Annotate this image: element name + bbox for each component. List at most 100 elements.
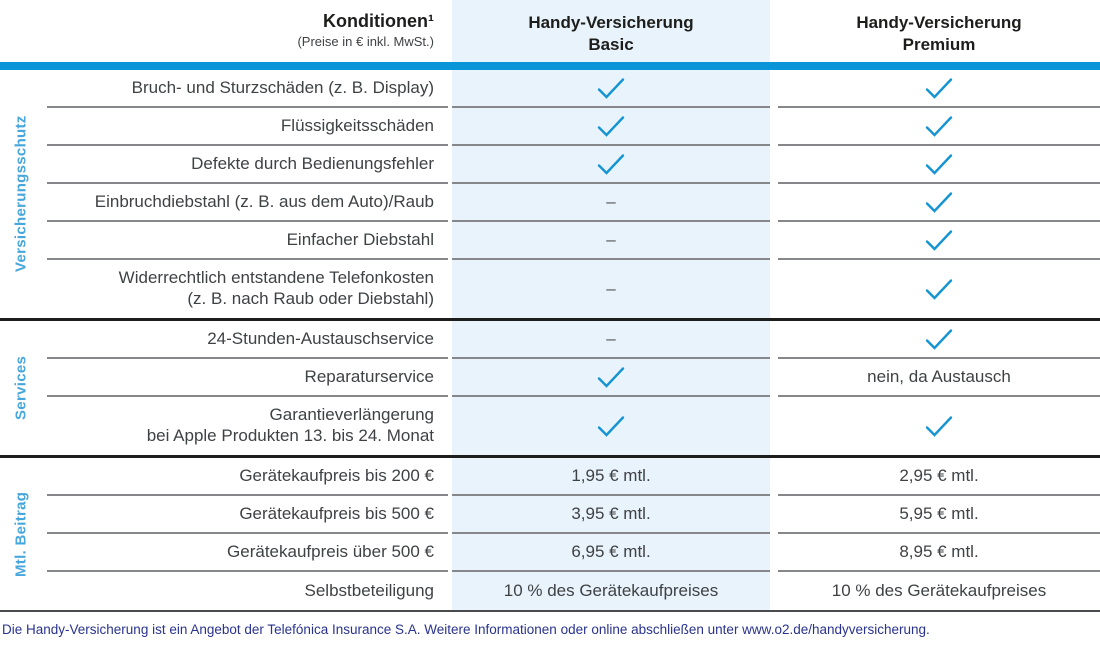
premium-cell: 5,95 € mtl.: [778, 496, 1100, 534]
table-row: Flüssigkeitsschäden: [0, 108, 1100, 146]
row-label: 24-Stunden-Austauschservice: [47, 321, 448, 359]
column-gap: [770, 184, 778, 222]
section-mtl-beitrag: Mtl. Beitrag Gerätekaufpreis bis 200 € 1,9…: [0, 458, 1100, 610]
row-label-line1: Bruch- und Sturzschäden (z. B. Display): [131, 77, 434, 97]
section-services: Services 24-Stunden-Austauschservice – Repa…: [0, 321, 1100, 455]
basic-cell: –: [452, 260, 770, 318]
not-included-dash: –: [606, 192, 616, 211]
row-label: Bruch- und Sturzschäden (z. B. Display): [47, 70, 448, 108]
basic-cell: [452, 108, 770, 146]
row-label: Flüssigkeitsschäden: [47, 108, 448, 146]
not-included-dash: –: [606, 329, 616, 348]
section-versicherungsschutz: Versicherungsschutz Bruch- und Sturzschäd…: [0, 70, 1100, 318]
section-label: Versicherungsschutz: [12, 115, 30, 273]
row-label: Defekte durch Bedienungsfehler: [47, 146, 448, 184]
column-gap: [770, 397, 778, 455]
table-bottom-line: [0, 610, 1100, 612]
section-label: Services: [12, 355, 30, 421]
cell-value: nein, da Austausch: [867, 367, 1011, 386]
column-gap: [770, 70, 778, 108]
premium-header-line1: Handy-Versicherung: [856, 13, 1022, 32]
row-label: Reparaturservice: [47, 359, 448, 397]
not-included-dash: –: [606, 230, 616, 249]
row-label: Gerätekaufpreis bis 500 €: [47, 496, 448, 534]
footer-note: Die Handy-Versicherung ist ein Angebot d…: [2, 622, 930, 637]
basic-column-header: Handy-Versicherung Basic: [452, 0, 770, 56]
basic-cell: 6,95 € mtl.: [452, 534, 770, 572]
table-row: Gerätekaufpreis über 500 € 6,95 € mtl. 8,9…: [0, 534, 1100, 572]
premium-cell: [778, 184, 1100, 222]
table-row: 24-Stunden-Austauschservice –: [0, 321, 1100, 359]
row-label-line1: 24-Stunden-Austauschservice: [207, 328, 434, 348]
section-divider: [0, 455, 1100, 458]
premium-cell: [778, 397, 1100, 455]
cell-value: 2,95 € mtl.: [899, 466, 979, 485]
table-row: Bruch- und Sturzschäden (z. B. Display): [0, 70, 1100, 108]
cell-value: 1,95 € mtl.: [571, 466, 651, 485]
table-row: Widerrechtlich entstandene Telefonkosten…: [0, 260, 1100, 318]
cell-value: 6,95 € mtl.: [571, 542, 651, 561]
check-icon: [596, 77, 626, 100]
row-label-line2: bei Apple Produkten 13. bis 24. Monat: [146, 426, 434, 445]
premium-cell: 8,95 € mtl.: [778, 534, 1100, 572]
basic-header-line2: Basic: [588, 35, 634, 55]
conditions-subtitle: (Preise in € inkl. MwSt.): [297, 33, 434, 49]
header-accent-bar: [0, 62, 1100, 70]
column-gap: [770, 496, 778, 534]
not-included-dash: –: [606, 279, 616, 298]
basic-cell: [452, 70, 770, 108]
row-label-line1: Gerätekaufpreis über 500 €: [227, 541, 434, 561]
check-icon: [924, 153, 954, 176]
row-label-line1: Widerrechtlich entstandene Telefonkosten: [118, 268, 434, 288]
row-label-line1: Flüssigkeitsschäden: [280, 115, 434, 135]
section-divider: [0, 318, 1100, 321]
premium-cell: [778, 108, 1100, 146]
column-gap: [770, 260, 778, 318]
basic-cell: [452, 397, 770, 455]
basic-cell: [452, 146, 770, 184]
column-gap: [770, 458, 778, 496]
table-row: Einfacher Diebstahl –: [0, 222, 1100, 260]
table-header: Konditionen¹ (Preise in € inkl. MwSt.) H…: [0, 0, 1100, 62]
column-gap: [770, 359, 778, 397]
check-icon: [596, 366, 626, 389]
premium-column-header: Handy-Versicherung Premium: [778, 0, 1100, 56]
row-label-line1: Einbruchdiebstahl (z. B. aus dem Auto)/R…: [94, 191, 434, 211]
check-icon: [924, 328, 954, 351]
basic-cell: –: [452, 222, 770, 260]
check-icon: [924, 278, 954, 301]
check-icon: [924, 77, 954, 100]
conditions-header: Konditionen¹ (Preise in € inkl. MwSt.): [0, 0, 448, 49]
table-row: Defekte durch Bedienungsfehler: [0, 146, 1100, 184]
cell-value: 10 % des Gerätekaufpreises: [503, 581, 719, 600]
basic-cell: 3,95 € mtl.: [452, 496, 770, 534]
basic-cell: –: [452, 184, 770, 222]
premium-cell: nein, da Austausch: [778, 359, 1100, 397]
table-row: Gerätekaufpreis bis 200 € 1,95 € mtl. 2,95…: [0, 458, 1100, 496]
premium-cell: [778, 260, 1100, 318]
column-gap: [770, 321, 778, 359]
table-row: Reparaturservice nein, da Austausch: [0, 359, 1100, 397]
check-icon: [596, 415, 626, 438]
basic-column-highlight: [452, 0, 770, 612]
cell-value: 5,95 € mtl.: [899, 504, 979, 523]
premium-header-line2: Premium: [902, 35, 976, 55]
premium-cell: 10 % des Gerätekaufpreises: [778, 572, 1100, 610]
check-icon: [596, 153, 626, 176]
table-row: Garantieverlängerung bei Apple Produkten …: [0, 397, 1100, 455]
check-icon: [924, 229, 954, 252]
table-row: Gerätekaufpreis bis 500 € 3,95 € mtl. 5,95…: [0, 496, 1100, 534]
table-row: Einbruchdiebstahl (z. B. aus dem Auto)/R…: [0, 184, 1100, 222]
row-label-line1: Selbstbeteiligung: [304, 580, 434, 600]
premium-cell: [778, 70, 1100, 108]
premium-cell: [778, 222, 1100, 260]
column-gap: [770, 146, 778, 184]
row-label: Einfacher Diebstahl: [47, 222, 448, 260]
premium-cell: 2,95 € mtl.: [778, 458, 1100, 496]
row-label-line1: Reparaturservice: [304, 366, 434, 386]
row-label-line1: Gerätekaufpreis bis 500 €: [239, 503, 434, 523]
check-icon: [596, 115, 626, 138]
check-icon: [924, 191, 954, 214]
row-label-line1: Einfacher Diebstahl: [286, 229, 434, 249]
check-icon: [924, 415, 954, 438]
